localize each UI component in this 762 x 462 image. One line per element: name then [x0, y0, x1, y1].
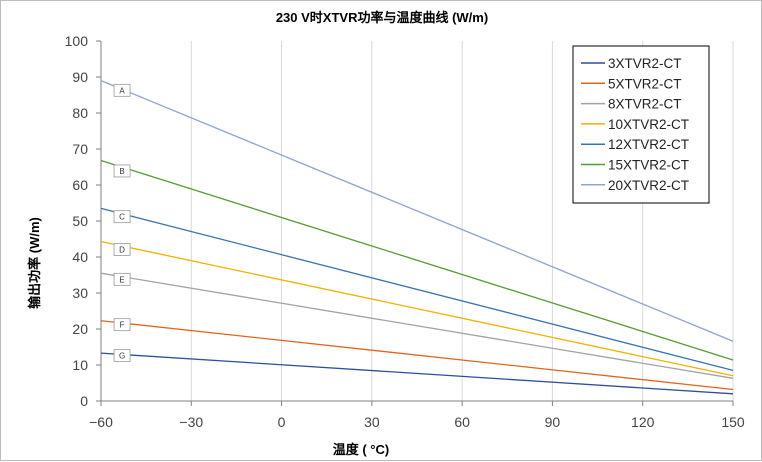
- annotation-box: [113, 210, 131, 224]
- annotation-a: A: [113, 83, 131, 97]
- legend: 3XTVR2-CT 5XTVR2-CT 8XTVR2-CT 10XTVR2-CT 12X…: [572, 45, 710, 204]
- annotation-label: G: [119, 352, 125, 361]
- y-tick-label: 0: [80, 393, 88, 409]
- annotation-box: [113, 83, 131, 97]
- annotation-f: F: [113, 318, 131, 332]
- series-line-3xtvr2-ct: [100, 352, 734, 395]
- x-tick-label: 90: [545, 414, 561, 430]
- y-tick-label: 90: [72, 69, 88, 85]
- legend-label: 15XTVR2-CT: [608, 158, 689, 173]
- legend-entry: 3XTVR2-CT: [581, 56, 682, 71]
- x-tick-label: 0: [278, 414, 286, 430]
- annotation-b: B: [113, 164, 131, 178]
- series-line-20xtvr2-ct: [100, 79, 734, 342]
- annotation-g: G: [113, 349, 131, 363]
- annotation-label: F: [120, 321, 125, 330]
- x-tick-label: −60: [89, 414, 113, 430]
- annotation-box: [113, 243, 131, 256]
- x-tick-label: 150: [721, 414, 745, 430]
- annotation-box: [113, 272, 131, 286]
- legend-label: 3XTVR2-CT: [608, 56, 682, 71]
- series-line-15xtvr2-ct: [100, 159, 734, 361]
- series-line-12xtvr2-ct: [100, 207, 734, 372]
- annotation-label: B: [119, 167, 124, 176]
- legend-label: 20XTVR2-CT: [608, 178, 689, 193]
- legend-entry: 12XTVR2-CT: [581, 137, 689, 152]
- legend-label: 8XTVR2-CT: [608, 97, 682, 112]
- y-axis-label: 输出功率 (W/m): [27, 217, 42, 309]
- x-tick-labels: −60 −30 0 30 60 90 120 150: [89, 414, 745, 430]
- y-tick-label: 60: [72, 177, 88, 193]
- annotation-label: D: [119, 245, 125, 254]
- y-tick-label: 10: [72, 357, 88, 373]
- annotation-d: D: [113, 243, 131, 256]
- series-line-5xtvr2-ct: [100, 320, 734, 391]
- annotations: A B C D E F G: [113, 83, 131, 363]
- legend-label: 12XTVR2-CT: [608, 137, 689, 152]
- legend-label: 10XTVR2-CT: [608, 117, 689, 132]
- legend-entry: 10XTVR2-CT: [581, 117, 689, 132]
- x-axis-label: 温度 ( °C): [333, 442, 389, 457]
- series-lines: [100, 79, 734, 395]
- axes: [96, 40, 734, 406]
- y-tick-label: 70: [72, 141, 88, 157]
- y-tick-label: 20: [72, 321, 88, 337]
- legend-label: 5XTVR2-CT: [608, 76, 682, 91]
- legend-entry: 20XTVR2-CT: [581, 178, 689, 193]
- annotation-box: [113, 318, 131, 332]
- annotation-label: A: [119, 86, 125, 95]
- y-tick-label: 100: [65, 33, 89, 49]
- annotation-label: C: [119, 213, 125, 222]
- legend-entry: 8XTVR2-CT: [581, 97, 682, 112]
- annotation-box: [113, 164, 131, 178]
- annotation-box: [113, 349, 131, 363]
- x-tick-label: 30: [364, 414, 380, 430]
- y-tick-label: 80: [72, 105, 88, 121]
- x-tick-label: 120: [631, 414, 655, 430]
- series-line-8xtvr2-ct: [100, 272, 734, 379]
- annotation-c: C: [113, 210, 131, 224]
- legend-entry: 15XTVR2-CT: [581, 158, 689, 173]
- chart-title: 230 V时XTVR功率与温度曲线 (W/m): [276, 10, 488, 25]
- x-tick-label: −30: [179, 414, 203, 430]
- annotation-e: E: [113, 272, 131, 286]
- y-tick-labels: 0 10 20 30 40 50 60 70 80 90 100: [65, 33, 89, 409]
- y-tick-label: 30: [72, 285, 88, 301]
- annotation-label: E: [119, 275, 124, 284]
- legend-entry: 5XTVR2-CT: [581, 76, 682, 91]
- x-tick-label: 60: [454, 414, 470, 430]
- y-tick-label: 40: [72, 249, 88, 265]
- y-tick-label: 50: [72, 213, 88, 229]
- series-line-10xtvr2-ct: [100, 240, 734, 377]
